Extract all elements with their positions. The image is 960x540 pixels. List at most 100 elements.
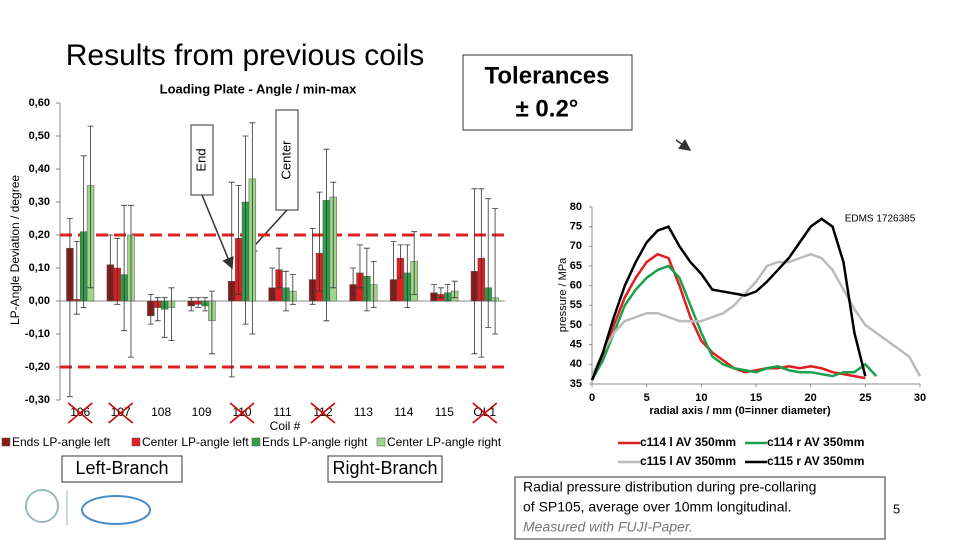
error-bar [235,185,242,295]
error-bar [188,297,195,312]
error-bar [282,270,289,312]
x-axis-label: radial axis / mm (0=inner diameter) [649,405,831,417]
y-tick-label: 50 [570,319,582,331]
error-bar [249,122,256,335]
y-tick-label: 0,30 [29,196,50,208]
branch-box [61,455,183,483]
y-tick-label: -0,20 [25,361,50,373]
error-bar [147,294,154,325]
error-bar [397,244,404,279]
error-bar [478,188,485,358]
y-tick-label: -0,10 [25,328,50,340]
legend-label: Center LP-angle left [142,435,249,449]
x-tick-label: 0 [589,392,595,404]
callout: Center [278,140,293,180]
x-tick-label: 15 [750,392,762,404]
y-tick-label: -0,30 [25,394,50,406]
error-bar [323,148,330,322]
error-bar [73,241,80,315]
y-axis-label: pressure / MPa [557,257,569,332]
tolerances-title: Tolerances [485,62,610,89]
line [590,264,878,381]
x-tick-label: 10 [695,392,707,404]
caption-box [514,476,886,540]
error-bar [289,274,296,305]
error-bar [168,287,175,341]
error-bar [202,297,209,312]
y-tick-label: 80 [570,201,582,213]
error-bar [242,135,249,325]
legend-label: Ends LP-angle right [262,435,368,449]
cross-mark [472,402,498,424]
error-bar [444,284,451,302]
error-bar [437,287,444,299]
y-tick-label: 55 [570,299,582,311]
error-bar [404,244,411,308]
error-bar [66,218,73,398]
cross-mark [67,402,93,424]
x-tick-label: 114 [394,405,413,419]
legend-label: c114 r AV 350mm [767,435,864,449]
x-tick-label: 115 [435,405,454,419]
x-tick-label: 109 [192,405,212,419]
caption-line: Measured with FUJI-Paper. [523,519,693,535]
callout-arrow [201,194,234,270]
annotation: EDMS 1726385 [845,214,916,225]
arrow [675,139,692,151]
legend-label: c115 r AV 350mm [767,454,864,468]
page-number: 5 [893,501,900,516]
error-bar [228,181,235,378]
error-bar [471,188,478,355]
legend-label: Center LP-angle right [387,435,502,449]
error-bar [121,204,128,332]
legend-label: Ends LP-angle left [12,435,111,449]
x-tick-label: 111 [273,405,292,419]
error-bar [370,261,377,308]
error-bar [485,198,492,328]
line [590,217,867,381]
logo [81,495,151,525]
error-bar [309,228,316,305]
error-bar [80,155,87,308]
error-bar [107,234,114,299]
branch-label: Left-Branch [75,458,168,478]
y-tick-label: 0,10 [29,262,50,274]
error-bar [330,181,337,289]
y-tick-label: 0,50 [29,130,50,142]
x-tick-label: 25 [859,392,871,404]
cross-mark [310,402,336,424]
callout: End [193,148,208,171]
error-bar [269,267,276,299]
error-bar [154,297,161,322]
legend-label: c115 l AV 350mm [640,454,736,468]
y-tick-label: 40 [570,358,582,370]
logo [25,489,59,523]
x-tick-label: 108 [151,405,171,419]
error-bar [161,297,168,338]
y-tick-label: 65 [570,260,582,272]
y-tick-label: 35 [570,378,582,390]
y-tick-label: 0,40 [29,163,50,175]
error-bar [350,267,357,295]
y-tick-label: 0,20 [29,229,50,241]
caption-line: Radial pressure distribution during pre-… [523,479,816,495]
y-tick-label: 0,00 [29,295,50,307]
legend-swatch [251,437,261,447]
caption-line: of SP105, average over 10mm longitudinal… [523,499,792,515]
tolerances-value: ± 0.2° [516,95,579,122]
error-bar [431,284,438,299]
x-tick-label: 20 [805,392,817,404]
y-tick-label: 45 [570,339,582,351]
x-tick-label: 113 [354,405,373,419]
error-bar [114,237,121,305]
error-bar [492,208,499,335]
cross-mark [229,402,255,424]
legend-swatch [376,437,386,447]
y-tick-label: 0,60 [29,97,50,109]
line [590,252,922,377]
error-bar [356,244,363,289]
error-bar [276,247,283,289]
y-axis-label: LP-Angle Deviation / degree [8,175,22,325]
x-axis-label: Coil # [270,419,301,433]
